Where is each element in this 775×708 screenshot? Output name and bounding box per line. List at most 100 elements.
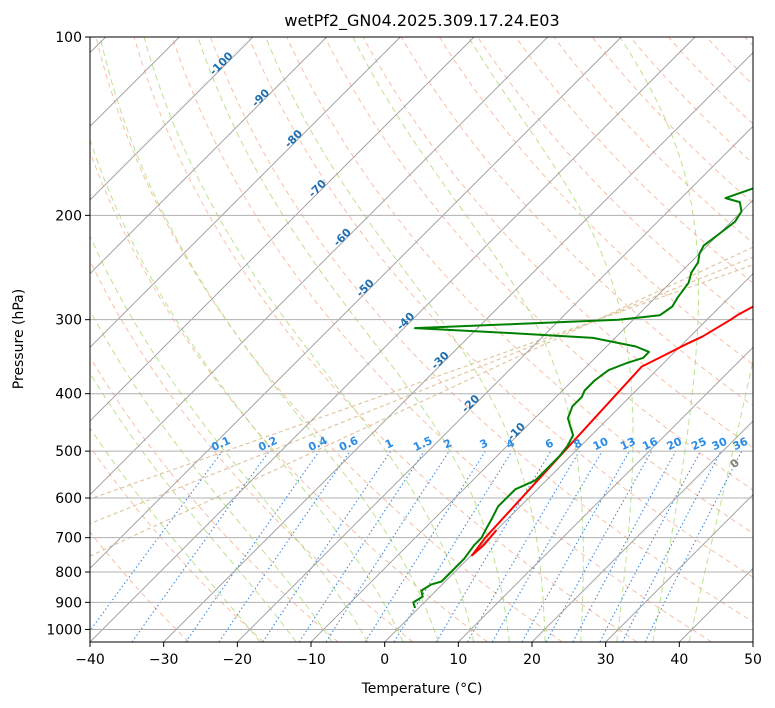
moist-adiabat: [265, 37, 546, 642]
dry-adiabat: [706, 37, 753, 86]
mixing-ratio-label: 13: [618, 435, 637, 453]
moist-adiabat: [619, 37, 699, 642]
mixing-ratio-line: [218, 450, 351, 642]
dry-adiabat: [591, 37, 753, 204]
mixing-ratio-line: [364, 450, 486, 642]
dry-adiabat: [90, 259, 414, 642]
isotherm-line: [90, 37, 327, 275]
isotherm-line: [90, 37, 548, 496]
dry-adiabat: [133, 37, 638, 642]
profile-lines: [412, 187, 753, 609]
chart-title: wetPf2_GN04.2025.309.17.24.E03: [284, 11, 559, 31]
mixing-ratio-line: [545, 450, 653, 642]
mixing-ratio-line: [467, 450, 580, 642]
moist-adiabat: [143, 37, 475, 642]
mixing-ratio-line: [298, 450, 425, 642]
mixing-ratio-label: 16: [640, 435, 660, 453]
x-tick-label: 0: [380, 652, 389, 668]
background-reference-lines: [90, 37, 753, 642]
mixing-ratio-line: [599, 450, 701, 642]
y-tick-label: 1000: [46, 622, 82, 638]
y-tick-label: 400: [55, 387, 82, 403]
isotherm-line: [163, 52, 753, 642]
mixing-ratio-label: 2: [442, 436, 454, 451]
isotherm-line: [679, 567, 753, 642]
mixing-ratio-label: 25: [689, 435, 708, 453]
x-tick-label: −10: [296, 652, 326, 668]
isotherm-line: [531, 420, 753, 642]
isotherm-line: [90, 37, 475, 422]
moist-adiabat: [197, 37, 510, 642]
isotherm-line: [605, 494, 753, 642]
x-tick-label: 30: [597, 652, 615, 668]
reference-curve: [90, 246, 753, 557]
dry-adiabat: [90, 445, 264, 642]
mixing-ratio-line: [572, 450, 677, 642]
x-tick-label: −30: [149, 652, 179, 668]
mixing-ratio-label: 30: [710, 435, 730, 453]
reference-curve: [90, 256, 753, 525]
mixing-ratio-label: 20: [665, 435, 685, 453]
isotherm-label: -70: [306, 177, 329, 200]
dry-adiabat: [324, 37, 753, 491]
dry-adiabat: [286, 37, 753, 534]
isotherm-label-positive: 0: [728, 456, 743, 471]
x-tick-label: 40: [670, 652, 688, 668]
isotherm-label: -100: [207, 49, 236, 78]
isotherm-line: [752, 641, 753, 642]
dry-adiabat: [400, 37, 753, 407]
x-axis-label: Temperature (°C): [361, 681, 483, 697]
isotherm-label: -50: [354, 276, 377, 299]
dry-adiabat: [90, 531, 190, 642]
x-axis-ticks: −40 −30 −20 −10 0 10 20 30 40 50: [75, 642, 762, 668]
isotherm-line: [384, 273, 753, 642]
x-tick-label: −40: [75, 652, 105, 668]
moist-adiabat: [99, 37, 439, 642]
temperature-line: [471, 305, 753, 557]
line-labels: -100-90-80-70-60-50-40-30-20-100.1 0.2 0.4…: [207, 49, 775, 514]
moist-adiabat: [90, 138, 404, 642]
x-tick-label: 50: [744, 652, 762, 668]
grid-lines: [90, 37, 753, 642]
isotherm-label: -80: [282, 127, 305, 150]
isotherm-label: -40: [394, 310, 417, 333]
mixing-ratio-label: 36: [731, 435, 751, 453]
x-tick-label: −20: [223, 652, 253, 668]
y-tick-label: 700: [55, 531, 82, 547]
moist-adiabat: [90, 371, 297, 642]
y-tick-label: 500: [55, 444, 82, 460]
mixing-ratio-label: 6: [543, 436, 556, 451]
x-tick-label: 10: [449, 652, 467, 668]
y-tick-label: 900: [55, 595, 82, 611]
moist-adiabat: [90, 427, 261, 642]
dry-adiabat: [248, 37, 753, 578]
mixing-ratio-line: [185, 450, 320, 642]
dry-adiabat: [90, 150, 488, 642]
isotherm-line: [90, 37, 696, 642]
x-tick-label: 20: [523, 652, 541, 668]
isotherm-line: [310, 199, 753, 642]
dry-adiabat: [668, 37, 753, 125]
mixing-ratio-line: [393, 450, 513, 642]
isotherm-line: [237, 125, 753, 642]
dry-adiabat: [438, 37, 753, 365]
dewpoint-line: [412, 187, 753, 609]
dry-adiabat: [744, 37, 753, 47]
dry-adiabat: [210, 37, 753, 623]
mixing-ratio-line: [521, 450, 630, 642]
y-tick-label: 200: [55, 208, 82, 224]
isotherm-label: -60: [331, 226, 354, 249]
y-tick-label: 100: [55, 30, 82, 46]
dry-adiabat: [553, 37, 753, 244]
isotherm-label-positive: 10: [758, 494, 775, 514]
moist-adiabat: [352, 37, 584, 642]
mixing-ratio-label: 10: [591, 435, 611, 453]
mixing-ratio-line: [131, 450, 270, 642]
mixing-ratio-line: [262, 450, 392, 642]
isotherm-line: [90, 37, 622, 569]
isotherm-label: -20: [459, 392, 482, 415]
mixing-ratio-line: [325, 450, 450, 642]
mixing-ratio-line: [435, 450, 552, 642]
plot-frame: [89, 36, 754, 643]
